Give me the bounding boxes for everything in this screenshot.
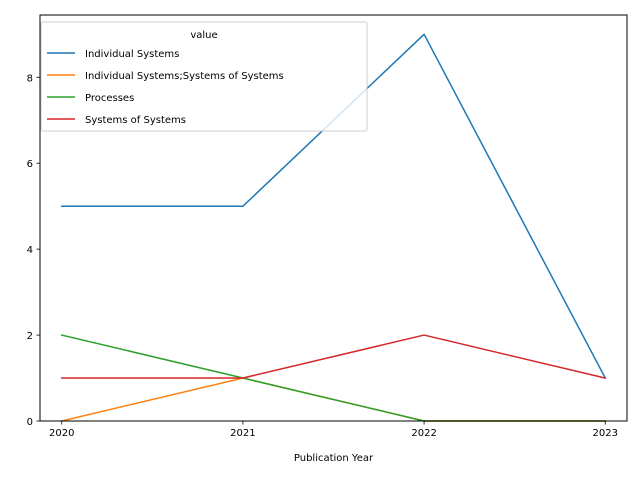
legend-items: Individual Systems Individual Systems;Sys…: [47, 49, 284, 126]
y-tick-label: 0: [27, 417, 33, 428]
legend-label-0: Individual Systems: [85, 49, 179, 60]
legend-label-1: Individual Systems;Systems of Systems: [85, 71, 284, 82]
x-axis-label: Publication Year: [294, 453, 374, 464]
legend-title: value: [190, 30, 217, 41]
y-tick-label: 2: [27, 331, 33, 342]
legend-label-2: Processes: [85, 93, 134, 104]
x-tick-label: 2021: [230, 428, 255, 439]
x-tick-label: 2022: [411, 428, 436, 439]
series-line-3: [60, 334, 607, 379]
plot-frame: [39, 14, 628, 422]
legend-box: [40, 21, 368, 132]
y-tick-label: 6: [27, 159, 33, 170]
y-tick-label: 4: [27, 245, 33, 256]
x-tick-label: 2020: [49, 428, 74, 439]
y-tick-label: 8: [27, 73, 33, 84]
x-tick-label: 2023: [593, 428, 618, 439]
legend-label-3: Systems of Systems: [85, 115, 186, 126]
ticks-layer: 2020 2021 2022 2023 0 2 4 6 8: [27, 73, 618, 439]
